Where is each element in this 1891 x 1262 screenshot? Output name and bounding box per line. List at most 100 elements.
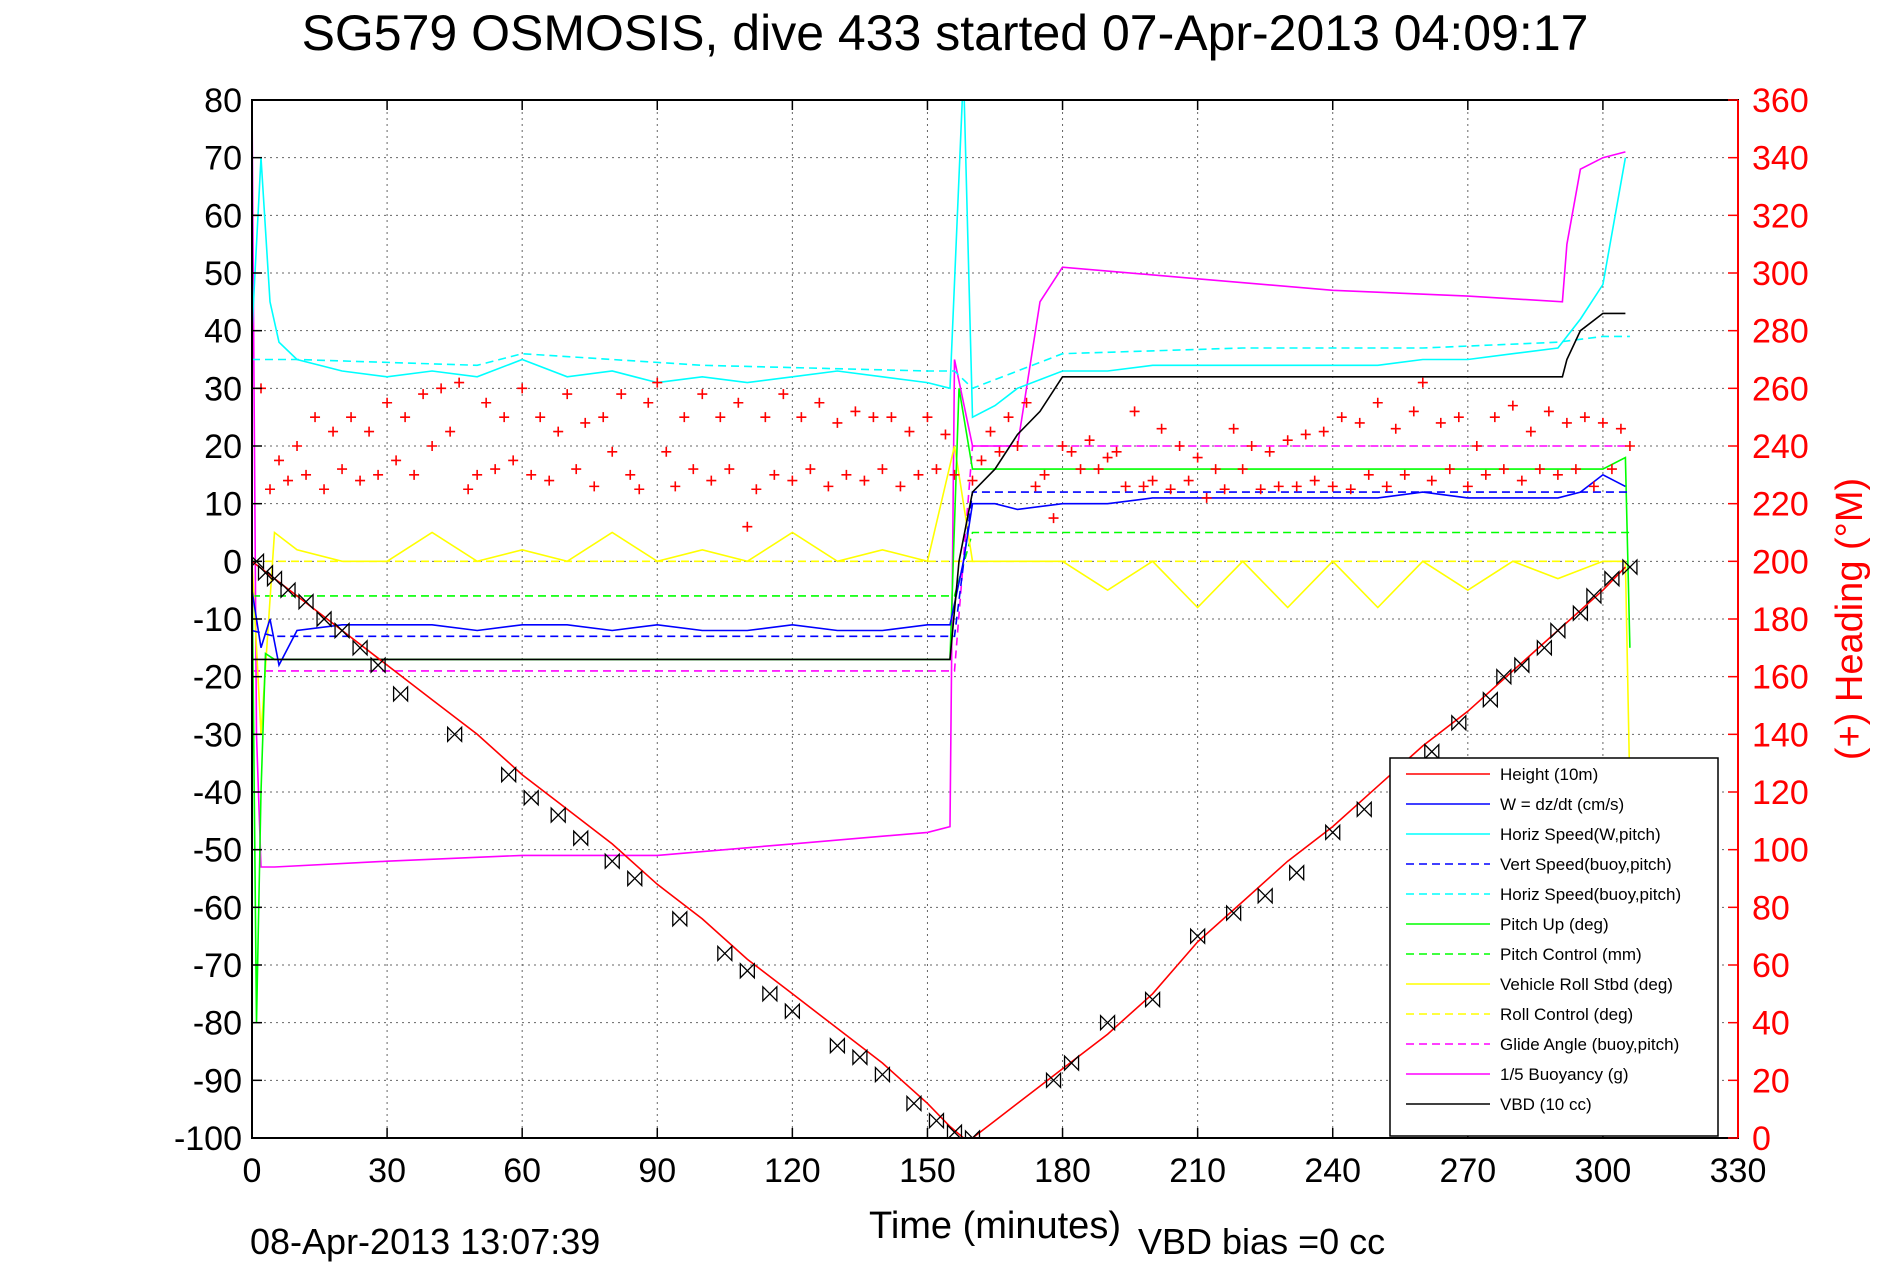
heading-point [697,389,708,400]
heading-point [1516,475,1527,486]
heading-point [400,412,411,423]
heading-point [1291,481,1302,492]
x-tick-label: 0 [243,1152,262,1190]
height-sample-marker [1144,991,1161,1009]
heading-point [1507,400,1518,411]
heading-point [1390,423,1401,434]
heading-point [769,469,780,480]
heading-point [283,475,294,486]
height-sample-marker [964,1129,981,1138]
heading-point [1444,464,1455,475]
y-tick-label: -90 [193,1062,242,1100]
heading-point [1048,513,1059,524]
heading-point [850,406,861,417]
y-tick-label: -20 [193,659,242,697]
series-layer [252,100,1638,1138]
heading-point [445,426,456,437]
y2-tick-label: 60 [1752,947,1790,985]
heading-point [535,412,546,423]
y-tick-label: 20 [204,428,242,466]
heading-point [760,412,771,423]
y-tick-label: 60 [204,197,242,235]
series-line-vert-speed-buoy-pitch [252,491,1630,638]
heading-point [1579,412,1590,423]
heading-point [940,429,951,440]
heading-point [1327,481,1338,492]
y-ticks: 80 70 60 50 40 30 20 10 0 -10 -20 -30 -40 -50 -60 -70 -8… [174,82,262,1158]
footer-date: 08-Apr-2013 13:07:39 [250,1221,600,1262]
height-sample-marker [573,829,589,847]
heading-point [346,412,357,423]
y-tick-label: -100 [174,1120,242,1158]
heading-point [1462,481,1473,492]
heading-point [1435,417,1446,428]
height-sample-marker [762,985,778,1003]
heading-point [607,446,618,457]
legend-label-height-10m: Height (10m) [1500,765,1598,784]
heading-point [1075,464,1086,475]
height-sample-marker [550,806,566,824]
height-sample-marker [446,725,463,743]
height-sample-marker [1482,691,1498,709]
heading-point [679,412,690,423]
y-tick-label: -40 [193,774,242,812]
height-sample-marker [1045,1071,1062,1089]
x-tick-label: 60 [503,1152,541,1190]
heading-point [1093,464,1104,475]
heading-point [832,417,843,428]
heading-point [661,446,672,457]
heading-point [1201,492,1212,503]
heading-point [1264,446,1275,457]
heading-point [1534,464,1545,475]
heading-point [1246,441,1257,451]
heading-point [310,412,321,423]
height-sample-marker [1099,1014,1116,1032]
heading-point [1102,452,1113,463]
heading-point [1147,475,1158,486]
heading-point [670,481,681,492]
heading-point [1543,406,1554,417]
heading-point [796,412,807,423]
heading-point [715,412,726,423]
y2-tick-label: 260 [1752,370,1809,408]
y2-tick-label: 160 [1752,659,1809,697]
heading-point [319,484,330,495]
heading-point [616,389,627,400]
heading-point [526,469,537,480]
y2-tick-label: 140 [1752,716,1809,754]
heading-point [706,475,717,486]
x-tick-label: 240 [1304,1152,1361,1190]
vbd-bias-label: VBD bias =0 cc [1138,1221,1385,1262]
heading-point [1003,412,1014,423]
height-sample-marker [874,1066,891,1084]
x-tick-label: 120 [764,1152,821,1190]
y-tick-label: -60 [193,889,242,927]
height-sample-marker [1536,639,1553,657]
y2-tick-label: 340 [1752,140,1809,178]
series-line-horiz-speed-buoy-pitch [252,335,1630,390]
height-sample-marker [1226,904,1242,922]
heading-point [1030,481,1041,492]
height-sample-marker [334,621,350,640]
height-sample-marker [1424,743,1440,761]
heading-point [922,412,933,423]
heading-point [1228,423,1239,434]
y-tick-label: 50 [204,255,242,293]
series-line-pitch-control-mm [252,531,1630,597]
y-tick-label: -10 [193,601,242,639]
height-sample-marker [1356,800,1372,818]
heading-point [904,426,915,437]
y-tick-label: -30 [193,716,242,754]
heading-point [1372,397,1383,408]
series-line-glide-angle-buoy-pitch [252,445,1630,672]
heading-point [517,383,528,394]
heading-point [886,412,897,423]
heading-point [1183,475,1194,486]
heading-point [382,397,393,408]
heading-point [1255,484,1266,495]
height-sample-marker [257,564,274,582]
heading-point [472,469,483,480]
height-sample-marker [1572,604,1589,622]
heading-point [859,475,870,486]
heading-point [364,426,375,437]
